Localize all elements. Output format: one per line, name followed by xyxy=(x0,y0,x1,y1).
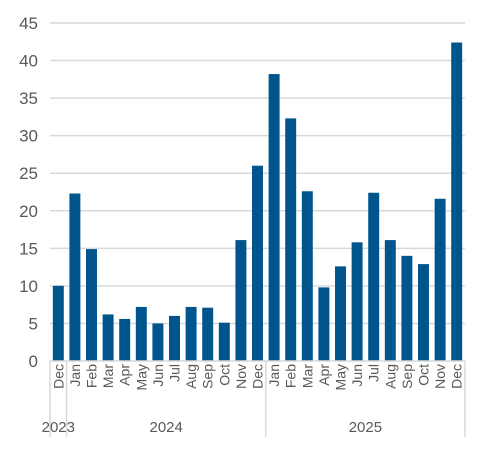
x-tick-label: Feb xyxy=(283,364,299,388)
x-axis: Dec Jan Feb Mar Apr May Jun Jul Aug Sep Oct Nov Dec J… xyxy=(42,360,466,437)
bar xyxy=(335,266,346,361)
y-tick-label: 10 xyxy=(19,277,38,296)
x-tick-label: Oct xyxy=(416,364,432,386)
bar xyxy=(169,315,180,361)
bar xyxy=(384,240,396,361)
bar xyxy=(434,198,446,361)
x-tick-label: Oct xyxy=(216,364,232,386)
y-tick-label: 20 xyxy=(19,202,38,221)
bar xyxy=(119,318,131,361)
bar xyxy=(285,118,297,361)
bar xyxy=(301,191,313,361)
x-tick-label: Aug xyxy=(183,364,199,389)
bar xyxy=(152,323,164,361)
x-tick-label: Jun xyxy=(349,364,365,387)
bar xyxy=(102,314,114,361)
x-tick-label: Jan xyxy=(266,364,282,387)
x-tick-label: Jan xyxy=(67,364,83,387)
bar xyxy=(135,306,147,361)
bar xyxy=(252,165,263,361)
y-tick-label: 15 xyxy=(19,239,38,258)
x-tick-label: Dec xyxy=(50,364,66,389)
x-tick-label: May xyxy=(333,364,349,390)
bar xyxy=(202,307,214,361)
x-tick-label: May xyxy=(133,364,149,390)
x-tick-label: Mar xyxy=(299,364,315,388)
x-tick-label: Sep xyxy=(399,364,415,389)
x-tick-label: Jul xyxy=(366,364,382,382)
y-tick-label: 45 xyxy=(19,14,38,33)
y-tick-label: 35 xyxy=(19,89,38,108)
x-tick-label: Jun xyxy=(150,364,166,387)
y-tick-label: 25 xyxy=(19,164,38,183)
x-tick-label: Jul xyxy=(167,364,183,382)
x-tick-label: Sep xyxy=(200,364,216,389)
x-tick-label: Feb xyxy=(84,364,100,388)
y-tick-label: 40 xyxy=(19,52,38,71)
bar xyxy=(86,249,97,361)
y-tick-label: 30 xyxy=(19,127,38,146)
bar xyxy=(351,242,363,361)
bar xyxy=(368,192,380,361)
bar xyxy=(418,264,429,361)
bar xyxy=(268,74,280,361)
bar xyxy=(451,42,463,361)
year-label: 2024 xyxy=(150,419,183,436)
y-tick-label: 0 xyxy=(29,352,38,371)
y-axis: 0 5 10 15 20 25 30 35 40 45 xyxy=(19,14,38,371)
bars xyxy=(52,42,463,361)
bar xyxy=(318,287,330,361)
x-tick-label: Apr xyxy=(117,364,133,386)
bar xyxy=(401,255,413,361)
x-tick-label: Apr xyxy=(316,364,332,386)
x-tick-label: Nov xyxy=(432,364,448,389)
bar xyxy=(218,322,230,361)
x-tick-label: Dec xyxy=(449,364,465,389)
y-tick-label: 5 xyxy=(29,314,38,333)
bar xyxy=(185,306,197,361)
x-tick-label: Mar xyxy=(100,364,116,388)
x-tick-label: Dec xyxy=(250,364,266,389)
bar xyxy=(52,285,64,361)
year-label: 2025 xyxy=(349,419,382,436)
bar xyxy=(69,193,81,361)
bar xyxy=(235,240,247,361)
year-label: 2023 xyxy=(42,419,75,436)
x-tick-label: Aug xyxy=(382,364,398,389)
x-tick-label: Nov xyxy=(233,364,249,389)
